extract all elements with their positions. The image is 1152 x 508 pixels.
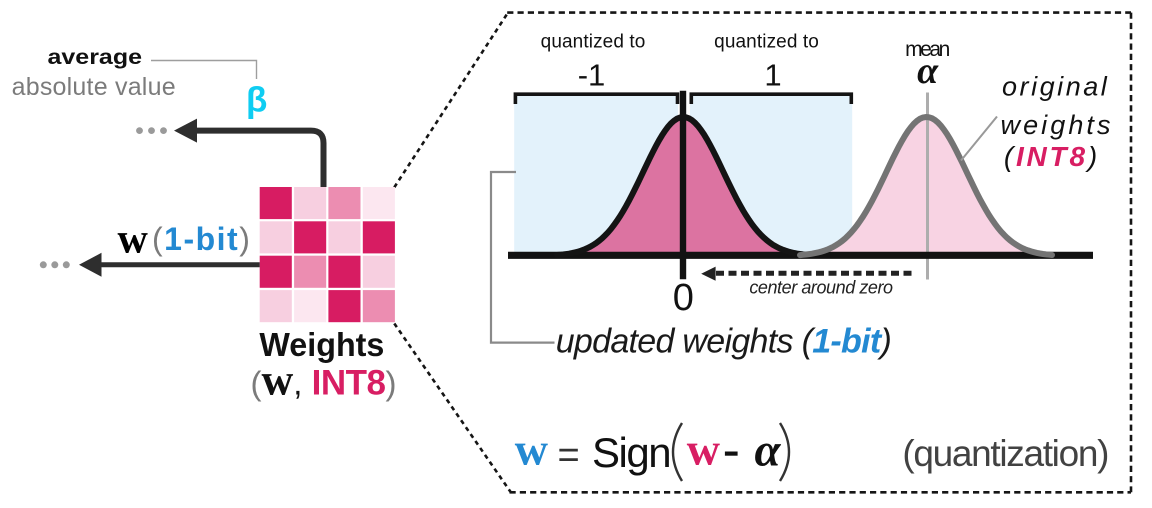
svg-text:original: original xyxy=(1002,72,1108,102)
svg-text:weights: weights xyxy=(1001,110,1111,140)
svg-text:α: α xyxy=(755,425,782,477)
svg-text:quantized to: quantized to xyxy=(541,32,646,53)
svg-text:Sign: Sign xyxy=(592,429,670,476)
svg-text:(w, INT8): (w, INT8) xyxy=(251,356,397,405)
svg-text:quantized to: quantized to xyxy=(714,32,819,53)
svg-text:mean: mean xyxy=(905,38,950,61)
svg-text:(1-bit): (1-bit) xyxy=(152,221,251,257)
svg-text:Weights: Weights xyxy=(259,326,384,363)
svg-text:w: w xyxy=(515,423,548,474)
svg-text:0: 0 xyxy=(673,277,694,319)
svg-text:absolute value: absolute value xyxy=(12,73,176,101)
svg-text:=: = xyxy=(558,434,580,476)
svg-text:(INT8): (INT8) xyxy=(1004,141,1100,172)
svg-text:1: 1 xyxy=(764,57,781,92)
svg-text:w: w xyxy=(687,423,720,474)
svg-text:α: α xyxy=(917,50,939,92)
svg-text:average: average xyxy=(48,46,143,69)
svg-text:w: w xyxy=(118,217,149,263)
svg-text:(quantization): (quantization) xyxy=(902,433,1109,474)
svg-text:-1: -1 xyxy=(578,57,606,92)
svg-text:center around zero: center around zero xyxy=(749,278,893,298)
svg-text:β: β xyxy=(246,81,267,120)
svg-text:updated weights (1-bit): updated weights (1-bit) xyxy=(556,323,891,361)
